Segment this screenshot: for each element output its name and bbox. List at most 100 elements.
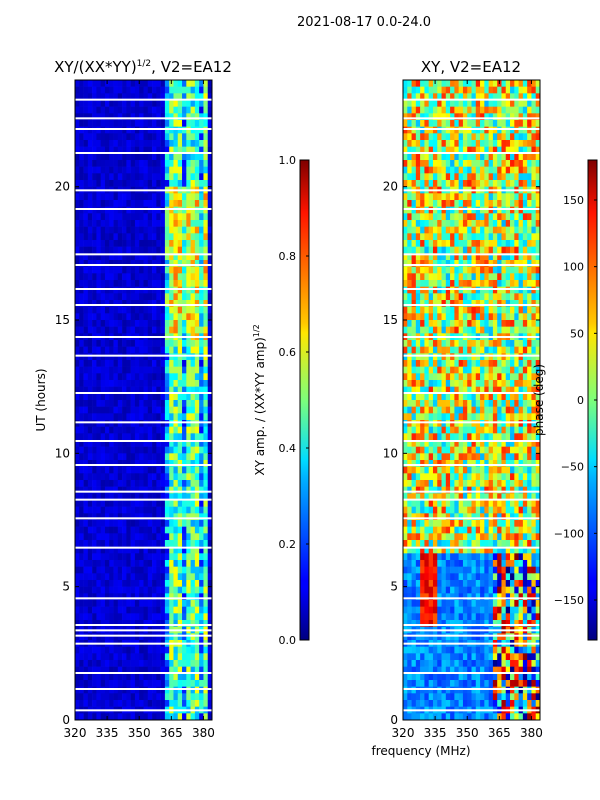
phase-heatmap-cell	[420, 120, 425, 127]
amplitude-heatmap-cell	[113, 586, 119, 594]
phase-heatmap-cell	[420, 286, 425, 294]
amplitude-heatmap-cell	[87, 513, 93, 521]
phase-heatmap-cell	[403, 440, 408, 447]
phase-heatmap-cell	[475, 373, 481, 381]
amplitude-heatmap-cell	[173, 246, 179, 254]
amplitude-heatmap-cell	[164, 100, 170, 107]
phase-heatmap-cell	[484, 206, 489, 214]
amplitude-heatmap-cell	[169, 513, 174, 521]
phase-heatmap-cell	[467, 246, 472, 254]
amplitude-heatmap-cell	[207, 373, 213, 381]
phase-heatmap-cell	[420, 400, 425, 407]
amplitude-heatmap-cell	[207, 680, 213, 687]
phase-heatmap-cell	[454, 460, 459, 467]
amplitude-heatmap-cell	[173, 193, 179, 201]
phase-heatmap-cell	[407, 206, 412, 214]
amplitude-heatmap-cell	[156, 680, 161, 687]
amplitude-heatmap-cell	[156, 313, 161, 321]
amplitude-flagged-row	[75, 440, 212, 442]
amplitude-heatmap-cell	[147, 360, 153, 367]
phase-heatmap-cell	[441, 113, 447, 121]
phase-heatmap-cell	[527, 273, 532, 281]
amplitude-heatmap-cell	[100, 566, 106, 574]
phase-heatmap-cell	[458, 106, 464, 114]
amplitude-heatmap-cell	[182, 446, 187, 454]
amplitude-heatmap-cell	[164, 646, 170, 654]
phase-heatmap-cell	[497, 313, 502, 321]
amplitude-heatmap-cell	[156, 226, 161, 234]
amplitude-heatmap-cell	[186, 280, 191, 287]
phase-heatmap-cell	[505, 180, 511, 187]
amplitude-heatmap-cell	[75, 353, 80, 361]
phase-heatmap-cell	[437, 233, 442, 241]
amplitude-heatmap-cell	[117, 580, 123, 587]
amplitude-heatmap-cell	[139, 580, 144, 587]
amplitude-heatmap-cell	[83, 300, 89, 307]
amplitude-heatmap-cell	[75, 220, 80, 227]
amplitude-heatmap-cell	[96, 200, 101, 207]
phase-heatmap-cell	[497, 420, 502, 427]
amplitude-heatmap-cell	[156, 246, 161, 254]
amplitude-heatmap-cell	[199, 420, 204, 427]
amplitude-heatmap-cell	[186, 540, 191, 547]
phase-heatmap-cell	[505, 313, 511, 321]
amplitude-heatmap-cell	[92, 306, 97, 314]
amplitude-heatmap-cell	[156, 380, 161, 387]
phase-heatmap-cell	[462, 226, 468, 234]
phase-heatmap-cell	[527, 173, 532, 181]
amplitude-heatmap-cell	[152, 520, 157, 527]
phase-heatmap-cell	[462, 440, 468, 447]
phase-heatmap-cell	[424, 440, 429, 447]
amplitude-heatmap-cell	[203, 340, 209, 347]
amplitude-heatmap-cell	[169, 666, 174, 674]
amplitude-heatmap-cell	[186, 380, 191, 387]
amplitude-heatmap-cell	[194, 326, 200, 334]
phase-heatmap-cell	[471, 433, 477, 441]
phase-heatmap-cell	[450, 146, 455, 154]
phase-heatmap-cell	[484, 280, 489, 287]
amplitude-heatmap-cell	[173, 340, 179, 347]
amplitude-heatmap-cell	[169, 433, 174, 441]
phase-heatmap-cell	[415, 213, 421, 221]
amplitude-heatmap-cell	[152, 553, 157, 561]
amplitude-heatmap-cell	[96, 700, 101, 707]
amplitude-heatmap-cell	[143, 406, 149, 414]
amplitude-heatmap-cell	[186, 353, 191, 361]
amplitude-colorbar-tick-label: 0.0	[279, 634, 297, 647]
phase-heatmap-cell	[527, 393, 532, 401]
phase-heatmap-cell	[531, 273, 537, 281]
phase-heatmap-cell	[501, 353, 507, 361]
amplitude-heatmap-cell	[160, 313, 166, 321]
phase-heatmap-cell	[475, 366, 481, 374]
phase-heatmap-cell	[492, 140, 498, 147]
amplitude-heatmap-cell	[190, 440, 196, 447]
amplitude-heatmap-cell	[87, 413, 93, 421]
phase-heatmap-cell	[471, 200, 477, 207]
amplitude-heatmap-cell	[96, 613, 101, 621]
amplitude-heatmap-cell	[169, 546, 174, 554]
phase-heatmap-cell	[462, 320, 468, 327]
amplitude-heatmap-cell	[104, 600, 110, 607]
amplitude-heatmap-cell	[79, 306, 84, 314]
amplitude-heatmap-cell	[177, 220, 183, 227]
amplitude-heatmap-cell	[194, 633, 200, 641]
phase-heatmap-cell	[531, 300, 537, 307]
amplitude-heatmap-cell	[100, 133, 106, 141]
phase-heatmap-cell	[415, 313, 421, 321]
amplitude-heatmap-cell	[100, 553, 106, 561]
phase-heatmap-cell	[497, 146, 502, 154]
phase-heatmap-cell	[488, 360, 494, 367]
amplitude-heatmap-cell	[177, 100, 183, 107]
phase-heatmap-cell	[407, 453, 412, 461]
amplitude-heatmap-cell	[177, 586, 183, 594]
amplitude-heatmap-cell	[199, 146, 204, 154]
amplitude-heatmap-cell	[87, 593, 93, 601]
amplitude-heatmap-cell	[96, 300, 101, 307]
amplitude-heatmap-cell	[83, 600, 89, 607]
amplitude-heatmap-cell	[207, 160, 213, 167]
amplitude-heatmap-cell	[104, 380, 110, 387]
amplitude-heatmap-cell	[190, 473, 196, 481]
phase-heatmap-cell	[450, 413, 455, 421]
amplitude-heatmap-cell	[100, 153, 106, 161]
amplitude-heatmap-cell	[169, 520, 174, 527]
